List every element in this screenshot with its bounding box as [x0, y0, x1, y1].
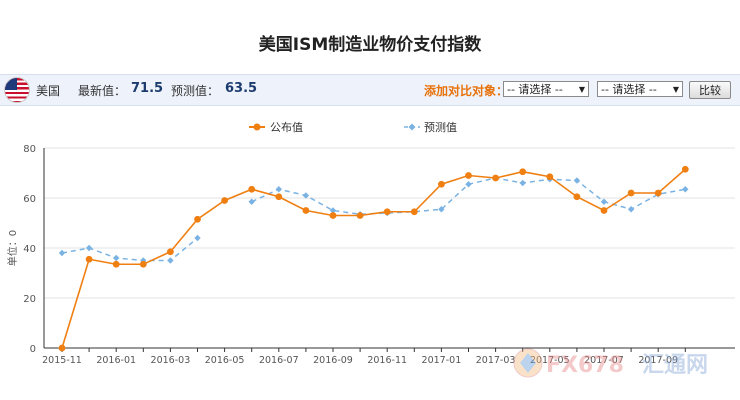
grid-lines	[43, 147, 735, 349]
chart-title: 美国ISM制造业物价支付指数	[258, 35, 482, 55]
actual-point[interactable]	[302, 207, 310, 214]
x-tick-label: 2016-03	[151, 355, 191, 366]
actual-point[interactable]	[167, 248, 174, 256]
forecast-point[interactable]	[438, 206, 445, 213]
y-tick-label: 0	[30, 344, 36, 355]
compare-select-2-value: -- 请选择 --	[601, 83, 657, 96]
y-tick-label: 40	[23, 244, 36, 255]
forecast-point[interactable]	[194, 234, 201, 242]
x-tick-label: 2016-07	[259, 355, 299, 366]
forecast-point[interactable]	[600, 198, 608, 205]
forecast-point[interactable]	[302, 192, 310, 199]
forecast-point[interactable]	[275, 186, 282, 193]
forecast-series-line	[61, 237, 198, 262]
y-axis-ticks: 0 20 40 60 80	[23, 144, 36, 355]
actual-series-line	[61, 168, 686, 349]
forecast-value-label: 预测值：	[171, 84, 220, 98]
actual-point[interactable]	[654, 189, 662, 197]
latest-value: 71.5	[131, 81, 164, 96]
x-tick-label: 2015-11	[42, 355, 82, 366]
actual-point[interactable]	[194, 215, 201, 223]
actual-point[interactable]	[112, 260, 120, 268]
actual-point[interactable]	[58, 344, 66, 352]
forecast-point[interactable]	[85, 244, 93, 252]
actual-point[interactable]	[546, 173, 554, 181]
country-label: 美国	[36, 84, 61, 98]
actual-point[interactable]	[519, 168, 527, 176]
latest-value-label: 最新值：	[78, 84, 127, 98]
actual-point[interactable]	[275, 193, 283, 201]
forecast-point[interactable]	[248, 198, 255, 205]
x-tick-label: 2016-09	[313, 355, 353, 366]
dropdown-arrow-icon: ▼	[672, 85, 679, 94]
forecast-value: 63.5	[225, 81, 258, 96]
actual-point[interactable]	[248, 185, 256, 193]
actual-point[interactable]	[85, 255, 93, 263]
y-tick-label: 20	[23, 294, 36, 305]
legend-actual-label[interactable]: 公布值	[270, 121, 303, 134]
forecast-point[interactable]	[329, 207, 337, 214]
actual-point[interactable]	[139, 260, 147, 268]
watermark-text-fx678: FX678	[546, 353, 624, 378]
us-flag-icon	[4, 77, 30, 103]
forecast-point[interactable]	[627, 206, 635, 213]
forecast-point[interactable]	[682, 186, 689, 193]
actual-point[interactable]	[573, 193, 581, 201]
y-axis-label: 单位：0	[6, 230, 19, 266]
add-compare-label: 添加对比对象：	[424, 84, 509, 98]
actual-point[interactable]	[438, 180, 445, 188]
legend-actual-marker	[253, 123, 261, 131]
forecast-point[interactable]	[167, 257, 174, 264]
actual-point[interactable]	[410, 208, 418, 216]
watermark-logo: FX678 汇通网	[513, 348, 708, 378]
forecast-point[interactable]	[58, 249, 66, 257]
legend-forecast-label[interactable]: 预测值	[424, 121, 457, 134]
actual-point[interactable]	[627, 189, 635, 197]
compare-button[interactable]: 比较	[689, 81, 731, 99]
forecast-point[interactable]	[465, 181, 472, 188]
actual-point[interactable]	[465, 172, 472, 179]
compare-select-2[interactable]: -- 请选择 -- ▼	[597, 81, 683, 97]
x-tick-label: 2016-11	[367, 355, 407, 366]
actual-point[interactable]	[383, 208, 391, 216]
x-tick-label: 2017-07	[584, 355, 624, 366]
actual-point[interactable]	[600, 207, 608, 214]
compare-select-1[interactable]: -- 请选择 -- ▼	[503, 81, 589, 97]
x-axis-ticks: 2015-11 2016-01 2016-03 2016-05 2016-07 2016-…	[42, 348, 686, 366]
series-layer	[58, 165, 689, 352]
x-tick-label: 2016-01	[96, 355, 136, 366]
y-tick-label: 80	[23, 144, 36, 155]
compare-select-1-value: -- 请选择 --	[507, 83, 563, 96]
actual-point[interactable]	[329, 212, 337, 219]
indicator-toolbar: 美国 最新值： 71.5 预测值： 63.5 添加对比对象： -- 请选择 --…	[0, 74, 740, 106]
x-tick-label: 2016-05	[205, 355, 245, 366]
forecast-point[interactable]	[113, 254, 120, 262]
dropdown-arrow-icon: ▼	[578, 85, 585, 94]
actual-point[interactable]	[221, 197, 229, 204]
forecast-point[interactable]	[519, 179, 526, 187]
legend-forecast-marker	[408, 123, 416, 131]
x-tick-label: 2017-05	[530, 355, 570, 366]
actual-point[interactable]	[492, 174, 499, 182]
y-tick-label: 60	[23, 194, 36, 205]
x-tick-label: 2017-09	[638, 355, 678, 366]
forecast-point[interactable]	[573, 177, 581, 184]
actual-point[interactable]	[681, 165, 689, 173]
watermark-text-huitong: 汇通网	[642, 353, 708, 378]
actual-point[interactable]	[356, 212, 364, 219]
chart-legend: 公布值 预测值	[249, 121, 457, 134]
x-tick-label: 2017-01	[422, 355, 462, 366]
x-tick-label: 2017-03	[476, 355, 516, 366]
